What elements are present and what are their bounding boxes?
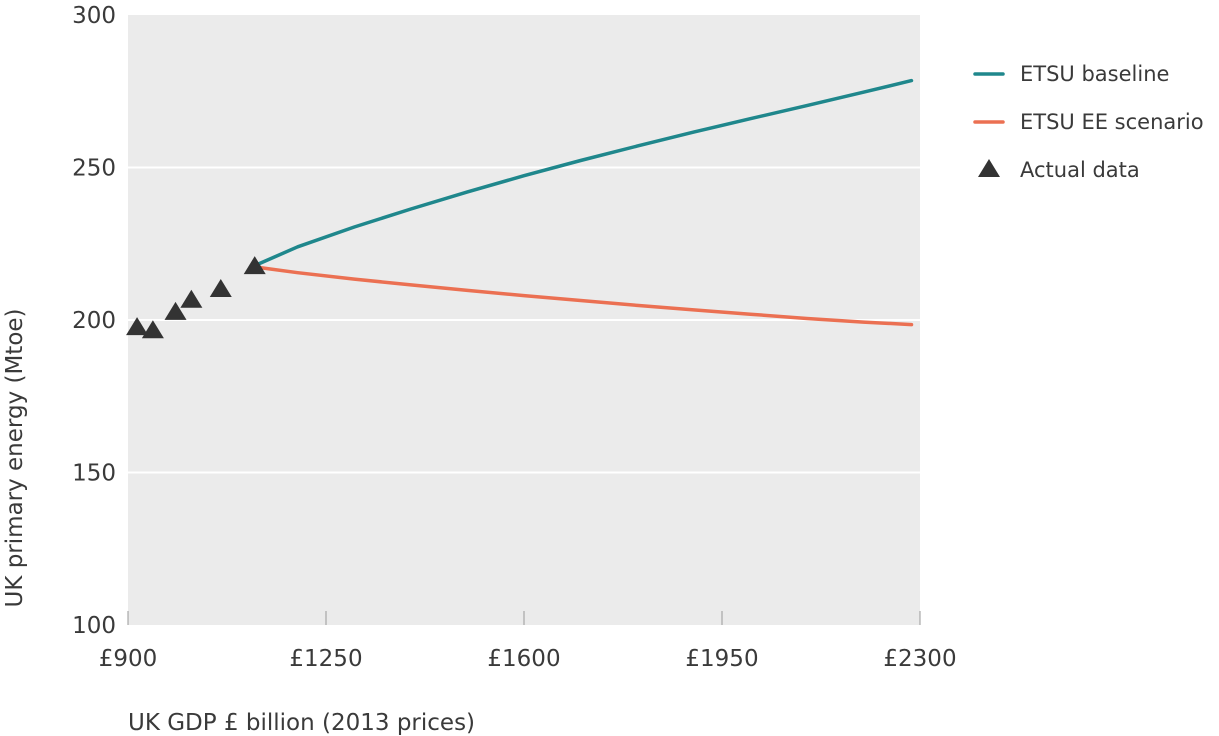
legend-label: ETSU baseline xyxy=(1020,62,1169,86)
legend: ETSU baseline ETSU EE scenario Actual data xyxy=(973,62,1204,182)
y-tick-label: 100 xyxy=(72,613,116,639)
actual-data-point xyxy=(141,320,164,339)
legend-label: Actual data xyxy=(1020,158,1140,182)
actual-data-point xyxy=(209,279,232,298)
x-axis-title: UK GDP £ billion (2013 prices) xyxy=(128,710,475,736)
actual-data-point xyxy=(164,301,187,320)
x-tick-label: £1600 xyxy=(487,646,560,672)
y-axis: 100 150 200 250 300 xyxy=(72,3,116,639)
y-tick-label: 200 xyxy=(72,308,116,334)
series-layer xyxy=(126,78,914,339)
grid-lines xyxy=(128,166,920,474)
x-tick-label: £1950 xyxy=(685,646,758,672)
y-tick-label: 150 xyxy=(72,461,116,487)
y-axis-title: UK primary energy (Mtoe) xyxy=(2,308,28,607)
legend-swatch xyxy=(978,159,1000,177)
x-axis: £900 £1250 £1600 £1950 £2300 xyxy=(99,611,957,672)
x-tick-label: £900 xyxy=(99,646,158,672)
x-tick-label: £2300 xyxy=(883,646,956,672)
series-line-etsu-baseline xyxy=(250,78,914,269)
legend-label: ETSU EE scenario xyxy=(1020,110,1204,134)
actual-data-point xyxy=(126,317,149,336)
series-line-etsu-ee-scenario xyxy=(250,264,914,327)
y-tick-label: 300 xyxy=(72,3,116,29)
actual-data-point xyxy=(243,256,266,275)
x-tick-label: £1250 xyxy=(289,646,362,672)
actual-data-point xyxy=(180,289,203,308)
y-tick-label: 250 xyxy=(72,156,116,182)
